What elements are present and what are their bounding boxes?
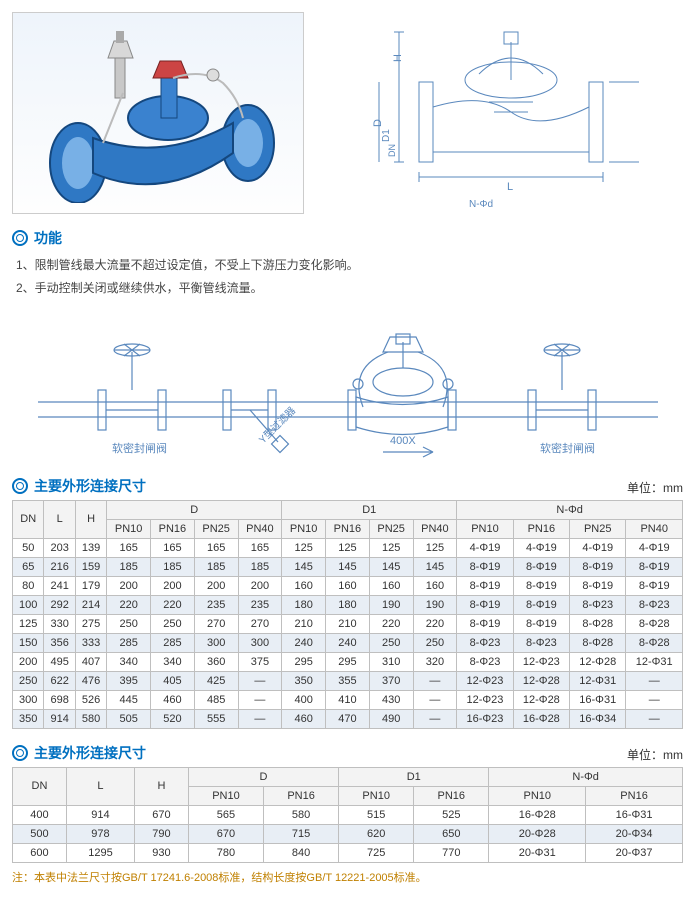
- valve-render-icon: [23, 23, 293, 203]
- th-h: H: [75, 500, 106, 538]
- table-row: 1503563332852853003002402402502508-Φ238-…: [13, 633, 683, 652]
- th-npd: N-Φd: [457, 500, 683, 519]
- th-l: L: [66, 767, 134, 805]
- schematic-gate-left: 软密封闸阀: [112, 441, 167, 455]
- table-row: 1002922142202202352351801801901908-Φ198-…: [13, 595, 683, 614]
- dim-dn: DN: [387, 144, 397, 157]
- dimension-drawing: H D D1 DN L N-Φd: [324, 12, 683, 212]
- table-row: 502031391651651651651251251251254-Φ194-Φ…: [13, 538, 683, 557]
- table-row: 250622476395405425—350355370—12-Φ2312-Φ2…: [13, 671, 683, 690]
- th-dn: DN: [13, 767, 67, 805]
- footnote: 注：本表中法兰尺寸按GB/T 17241.6-2008标准，结构长度按GB/T …: [12, 869, 683, 885]
- installation-schematic: 软密封闸阀 Y型过滤器 400X 软密封闸阀: [12, 310, 683, 470]
- table-row: 652161591851851851851451451451458-Φ198-Φ…: [13, 557, 683, 576]
- schematic-svg: 软密封闸阀 Y型过滤器 400X 软密封闸阀: [28, 312, 668, 467]
- function-list: 1、限制管线最大流量不超过设定值，不受上下游压力变化影响。 2、手动控制关闭或继…: [12, 254, 683, 300]
- th-d1: D1: [339, 767, 489, 786]
- table-row: 350914580505520555—460470490—16-Φ2316-Φ2…: [13, 709, 683, 728]
- table-row: 802411792002002002001601601601608-Φ198-Φ…: [13, 576, 683, 595]
- dim-h: H: [392, 54, 404, 62]
- th-dn: DN: [13, 500, 44, 538]
- table-row: 2004954073403403603752952953103208-Φ2312…: [13, 652, 683, 671]
- section-dims2-title: 主要外形连接尺寸: [34, 743, 146, 763]
- dim-d: D: [372, 119, 384, 127]
- th-d1: D1: [282, 500, 457, 519]
- bullet-icon: [12, 478, 28, 494]
- th-npd: N-Φd: [489, 767, 683, 786]
- section-dims1-title: 主要外形连接尺寸: [34, 476, 146, 496]
- schematic-gate-right: 软密封闸阀: [540, 441, 595, 455]
- table-row: 1253302752502502702702102102202208-Φ198-…: [13, 614, 683, 633]
- th-h: H: [135, 767, 189, 805]
- function-item: 1、限制管线最大流量不超过设定值，不受上下游压力变化影响。: [16, 254, 683, 277]
- dimensions-table-1: DN L H D D1 N-Φd PN10PN16PN25PN40 PN10PN…: [12, 500, 683, 729]
- table-row: 600129593078084072577020-Φ3120-Φ37: [13, 843, 683, 862]
- unit-label: 单位：mm: [627, 479, 683, 496]
- table-row: 40091467056558051552516-Φ2816-Φ31: [13, 805, 683, 824]
- th-d: D: [188, 767, 338, 786]
- unit-label: 单位：mm: [627, 746, 683, 763]
- schematic-model: 400X: [390, 435, 416, 447]
- section-function-title: 功能: [34, 228, 62, 248]
- dim-l: L: [507, 181, 513, 193]
- section-dims1-head: 主要外形连接尺寸: [12, 476, 146, 496]
- th-l: L: [44, 500, 75, 538]
- dimensions-table-2: DN L H D D1 N-Φd PN10PN16 PN10PN16 PN10P…: [12, 767, 683, 863]
- bullet-icon: [12, 745, 28, 761]
- top-row: H D D1 DN L N-Φd: [12, 12, 683, 214]
- dim-npd: N-Φd: [469, 199, 493, 210]
- table-row: 50097879067071562065020-Φ2820-Φ34: [13, 824, 683, 843]
- function-item: 2、手动控制关闭或继续供水，平衡管线流量。: [16, 277, 683, 300]
- dimension-drawing-svg: H D D1 DN L N-Φd: [339, 12, 669, 212]
- table-row: 300698526445460485—400410430—12-Φ2312-Φ2…: [13, 690, 683, 709]
- bullet-icon: [12, 230, 28, 246]
- dim-d1: D1: [381, 129, 392, 142]
- section-function-head: 功能: [12, 228, 683, 248]
- product-photo: [12, 12, 304, 214]
- section-dims2-head: 主要外形连接尺寸: [12, 743, 146, 763]
- th-d: D: [107, 500, 282, 519]
